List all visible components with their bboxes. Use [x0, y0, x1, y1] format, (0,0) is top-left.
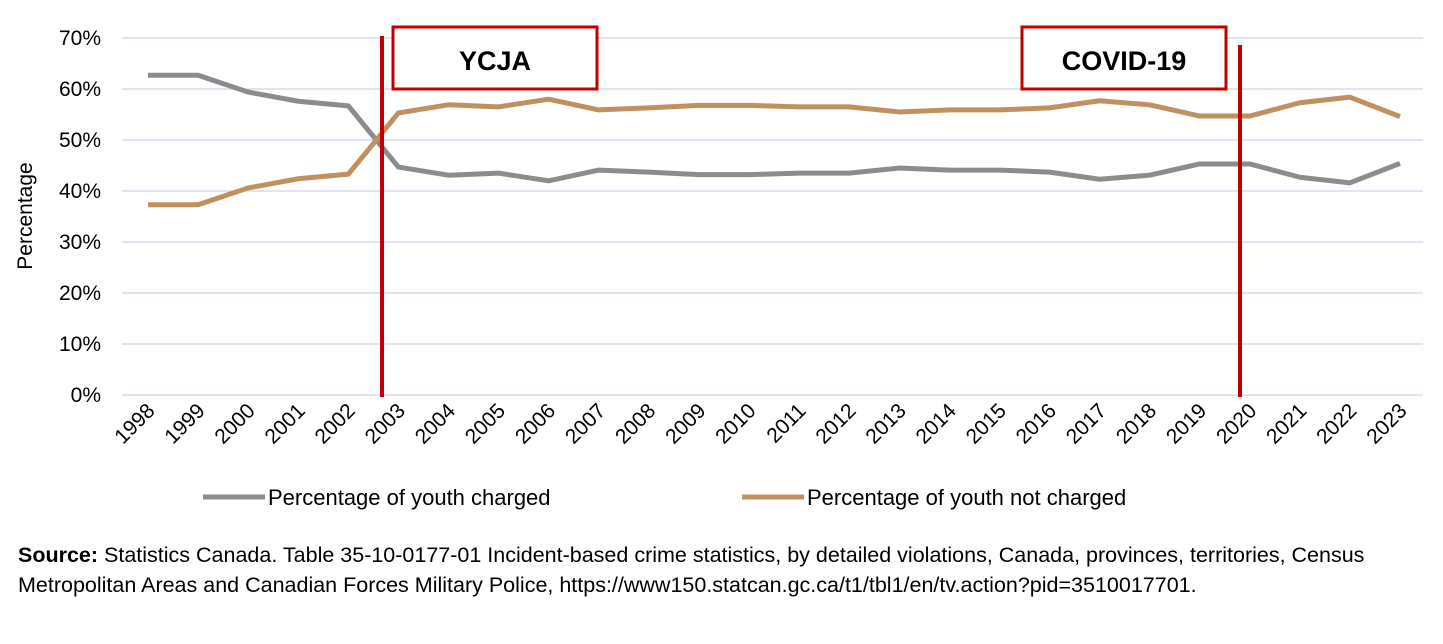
- x-tick-label: 2016: [1012, 399, 1061, 448]
- y-tick-label: 0%: [71, 384, 101, 407]
- series-line: [148, 94, 1401, 208]
- y-tick-label: 20%: [59, 282, 101, 305]
- x-tick-label: 2010: [711, 399, 760, 448]
- y-tick-label: 50%: [59, 129, 101, 152]
- x-tick-label: 2000: [210, 399, 259, 448]
- x-tick-label: 2013: [861, 399, 910, 448]
- x-tick-label: 2021: [1262, 399, 1311, 448]
- x-tick-label: 2008: [611, 399, 660, 448]
- x-tick-label: 2023: [1362, 399, 1411, 448]
- series-line: [148, 72, 1401, 186]
- x-tick-label: 2006: [511, 399, 560, 448]
- x-tick-label: 2018: [1112, 399, 1161, 448]
- y-tick-label: 70%: [59, 27, 101, 50]
- x-tick-label: 2009: [661, 399, 710, 448]
- x-tick-label: 2017: [1062, 399, 1111, 448]
- x-tick-label: 2022: [1312, 399, 1361, 448]
- y-tick-label: 40%: [59, 180, 101, 203]
- x-tick-label: 2003: [361, 399, 410, 448]
- x-tick-label: 2012: [811, 399, 860, 448]
- source-note: Source: Statistics Canada. Table 35-10-0…: [18, 541, 1418, 600]
- y-tick-label: 30%: [59, 231, 101, 254]
- x-tick-label: 2015: [962, 399, 1011, 448]
- covid-label-box: [1020, 25, 1228, 91]
- source-text: Statistics Canada. Table 35-10-0177-01 I…: [18, 543, 1365, 597]
- x-tick-label: 1998: [110, 399, 159, 448]
- covid-label: COVID-19: [1062, 46, 1187, 76]
- legend-label: Percentage of youth charged: [268, 485, 551, 510]
- ycja-label: YCJA: [459, 46, 531, 76]
- y-tick-label: 60%: [59, 78, 101, 101]
- line-chart: 0% 10% 20% 30% 40% 50% 60% 70% 1998 1999 2000 2001…: [14, 25, 1423, 510]
- x-tick-label: 2005: [461, 399, 510, 448]
- y-tick-label: 10%: [59, 333, 101, 356]
- y-axis-label: Percentage: [14, 162, 37, 269]
- x-tick-label: 1999: [160, 399, 209, 448]
- x-tick-label: 2002: [311, 399, 360, 448]
- ycja-label-box: [391, 25, 599, 91]
- source-label: Source:: [18, 543, 99, 567]
- x-tick-label: 2004: [411, 399, 461, 449]
- x-tick-label: 2001: [260, 399, 309, 448]
- x-tick-label: 2020: [1212, 399, 1261, 448]
- legend-label: Percentage of youth not charged: [807, 485, 1126, 510]
- x-tick-label: 2007: [561, 399, 610, 448]
- x-tick-label: 2014: [912, 399, 962, 449]
- x-tick-label: 2011: [762, 399, 810, 447]
- x-tick-label: 2019: [1162, 399, 1211, 448]
